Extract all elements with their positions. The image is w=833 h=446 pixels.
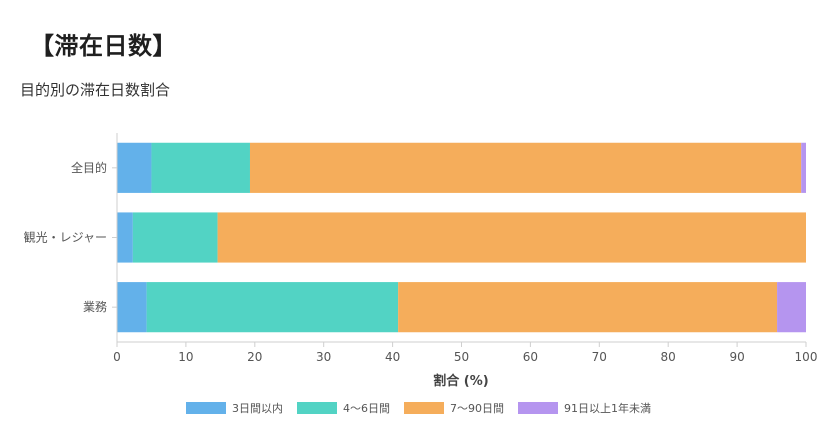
bar-segment: [146, 282, 399, 333]
legend-label: 7〜90日間: [450, 402, 504, 415]
bar-segment: [777, 282, 806, 333]
x-tick-label: 20: [247, 350, 262, 364]
bar-segment: [117, 142, 152, 193]
legend-swatch: [297, 402, 337, 414]
chart-subtitle: 目的別の滞在日数割合: [20, 81, 171, 99]
legend-label: 4〜6日間: [343, 402, 390, 415]
x-tick-label: 40: [385, 350, 400, 364]
bar-segment: [801, 142, 806, 193]
legend-item[interactable]: 4〜6日間: [297, 402, 390, 415]
bar-segment: [398, 282, 778, 333]
bar-segment: [217, 212, 806, 263]
x-axis: 0 10 20 30 40 50 60 70 80 90 100: [113, 341, 818, 364]
legend-item[interactable]: 91日以上1年未満: [518, 401, 651, 415]
legend-item[interactable]: 3日間以内: [186, 401, 283, 415]
x-tick-label: 30: [316, 350, 331, 364]
legend: 3日間以内 4〜6日間 7〜90日間 91日以上1年未満: [186, 401, 651, 415]
x-tick-label: 50: [454, 350, 469, 364]
x-tick-label: 70: [592, 350, 607, 364]
bar-segment: [117, 212, 133, 263]
y-tick-label: 観光・レジャー: [24, 231, 107, 245]
page-title: 【滞在日数】: [30, 32, 177, 60]
legend-swatch: [186, 402, 226, 414]
legend-label: 91日以上1年未満: [564, 401, 651, 415]
x-axis-title: 割合 (%): [433, 373, 488, 389]
legend-label: 3日間以内: [232, 401, 283, 415]
x-tick-label: 0: [113, 350, 121, 364]
y-tick-label: 全目的: [71, 160, 107, 175]
bar-segment: [151, 142, 250, 193]
x-tick-label: 80: [661, 350, 676, 364]
legend-swatch: [518, 402, 558, 414]
bar-segment: [249, 142, 802, 193]
legend-item[interactable]: 7〜90日間: [404, 402, 504, 415]
legend-swatch: [404, 402, 444, 414]
x-tick-label: 10: [178, 350, 193, 364]
bars-layer: [117, 142, 806, 333]
bar-segment: [117, 282, 147, 333]
x-tick-label: 100: [795, 350, 818, 364]
x-tick-label: 90: [729, 350, 744, 364]
bar-segment: [132, 212, 218, 263]
x-tick-label: 60: [523, 350, 538, 364]
y-tick-label: 業務: [83, 300, 107, 314]
